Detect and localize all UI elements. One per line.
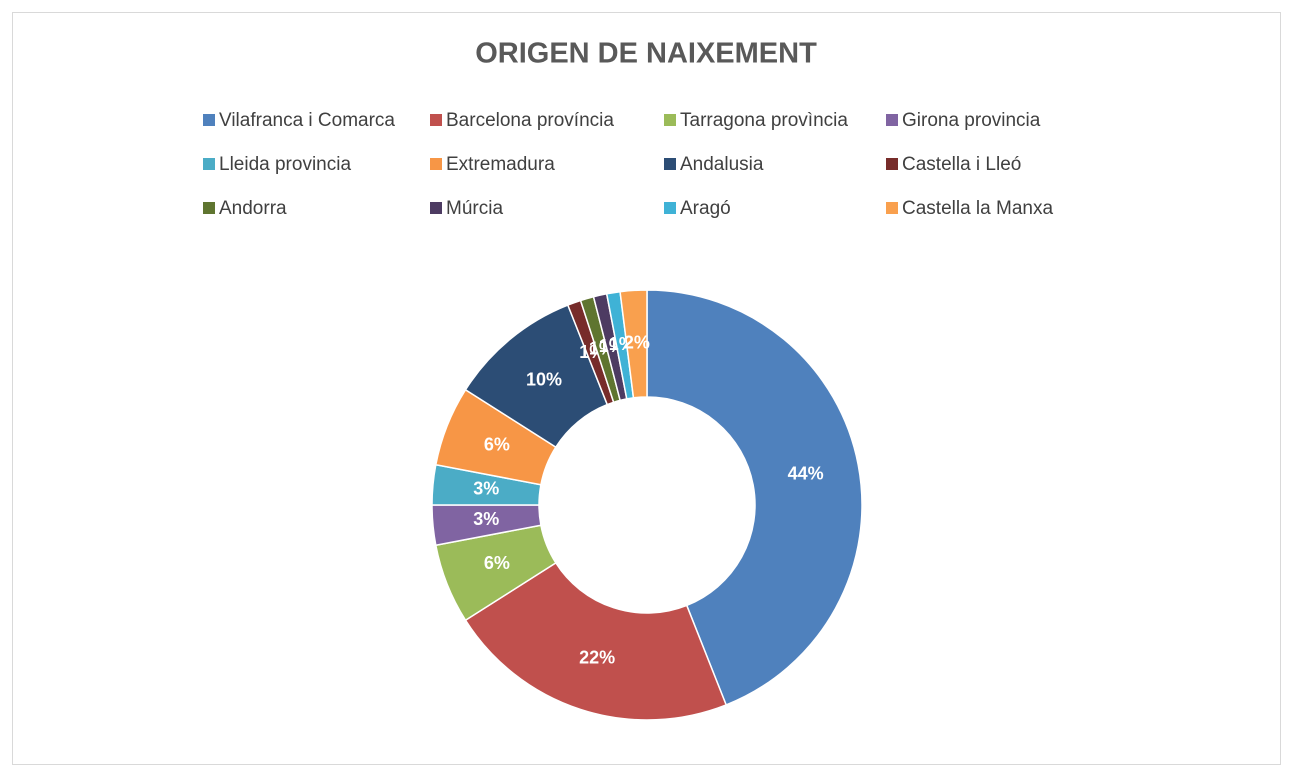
legend-swatch — [430, 202, 442, 214]
legend-swatch — [203, 202, 215, 214]
data-label: 6% — [484, 553, 510, 573]
legend-label: Extremadura — [446, 154, 555, 175]
chart-title: ORIGEN DE NAIXEMENT — [475, 38, 817, 70]
donut-slice — [619, 289, 648, 399]
legend-swatch — [664, 202, 676, 214]
legend-swatch — [886, 158, 898, 170]
data-label: 6% — [484, 434, 510, 454]
data-label: 22% — [579, 647, 615, 667]
legend-label: Girona provincia — [902, 110, 1041, 131]
legend-label: Lleida provincia — [219, 154, 351, 175]
legend-label: Tarragona provìncia — [680, 110, 848, 131]
legend-swatch — [203, 114, 215, 126]
data-label: 2% — [624, 333, 650, 353]
legend-swatch — [430, 158, 442, 170]
donut-slice — [464, 561, 728, 721]
donut-slice — [646, 289, 863, 706]
legend-label: Castella i Lleó — [902, 154, 1021, 175]
data-label: 10% — [526, 369, 562, 389]
data-label: 44% — [788, 463, 824, 483]
data-label: 3% — [473, 509, 499, 529]
legend-swatch — [886, 202, 898, 214]
legend-label: Andorra — [219, 198, 287, 219]
legend-label: Aragó — [680, 198, 731, 219]
legend-swatch — [664, 158, 676, 170]
legend-swatch — [664, 114, 676, 126]
data-label: 3% — [473, 479, 499, 499]
legend-swatch — [203, 158, 215, 170]
legend-label: Andalusia — [680, 154, 764, 175]
legend-label: Barcelona província — [446, 110, 614, 131]
legend-label: Múrcia — [446, 198, 503, 219]
legend-swatch — [430, 114, 442, 126]
legend-label: Vilafranca i Comarca — [219, 110, 395, 131]
legend-swatch — [886, 114, 898, 126]
legend-label: Castella la Manxa — [902, 198, 1053, 219]
